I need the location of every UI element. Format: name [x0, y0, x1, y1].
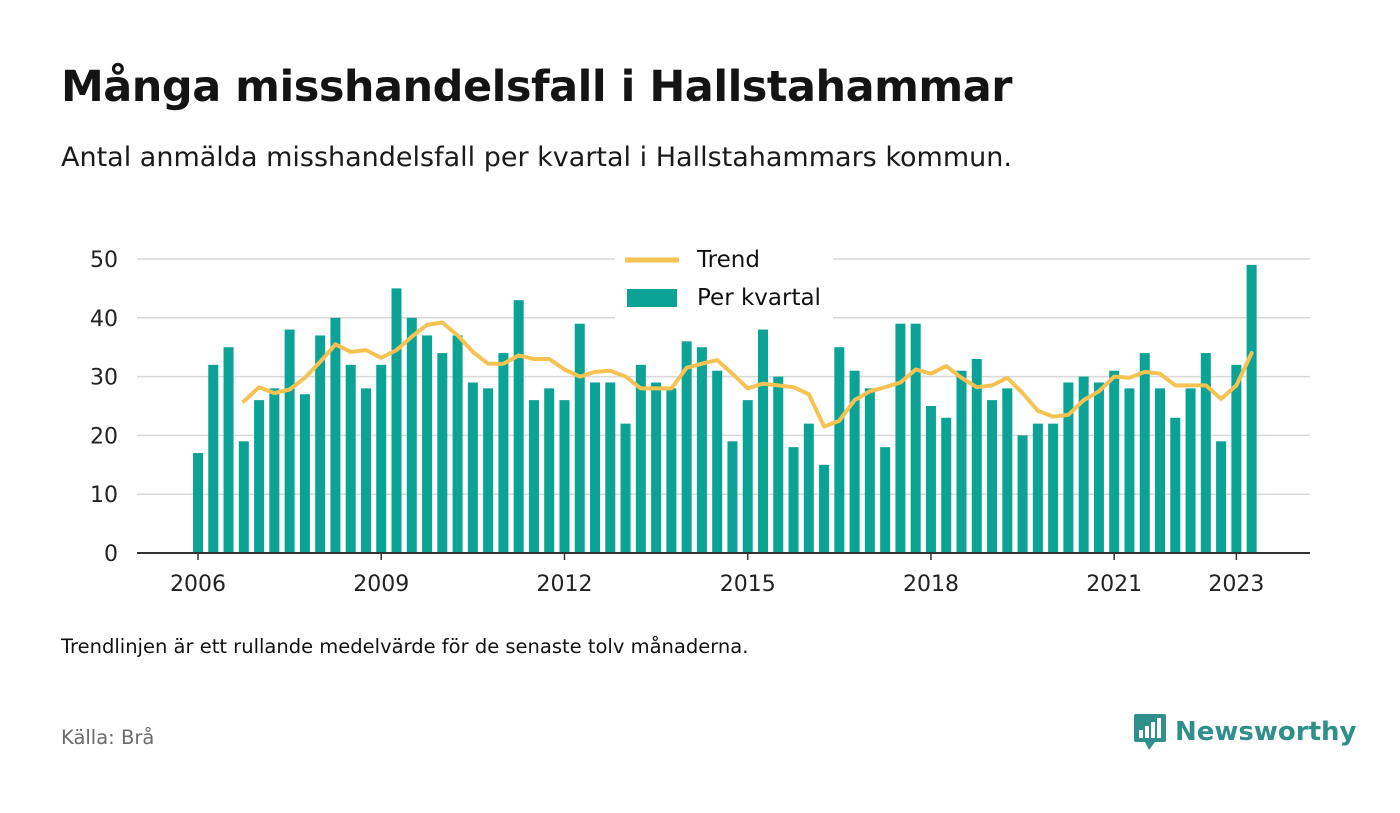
- bar: [1139, 353, 1150, 553]
- brand-name: Newsworthy: [1175, 717, 1357, 747]
- bar: [284, 329, 295, 553]
- bar: [254, 400, 265, 553]
- bar: [391, 288, 402, 553]
- bar: [1155, 388, 1166, 553]
- bar: [956, 370, 967, 553]
- bar: [605, 382, 616, 553]
- bar: [528, 400, 539, 553]
- y-tick-label: 10: [90, 483, 118, 508]
- bar: [880, 447, 891, 553]
- bar: [788, 447, 799, 553]
- bar: [1185, 388, 1196, 553]
- x-tick-label: 2015: [720, 572, 776, 597]
- chart-footnote: Trendlinjen är ett rullande medelvärde f…: [61, 635, 749, 658]
- bar: [895, 323, 906, 553]
- bar: [620, 423, 631, 553]
- bar: [864, 388, 875, 553]
- bar: [513, 300, 524, 553]
- bar: [651, 382, 662, 553]
- bar: [696, 347, 707, 553]
- bar: [681, 341, 692, 553]
- bar: [1200, 353, 1211, 553]
- bar: [437, 353, 448, 553]
- bar: [559, 400, 570, 553]
- bar: [635, 364, 646, 553]
- bar: [1231, 364, 1242, 553]
- bar: [1048, 423, 1059, 553]
- bar: [1109, 370, 1120, 553]
- bar: [712, 370, 723, 553]
- bar: [208, 364, 219, 553]
- chart-subtitle: Antal anmälda misshandelsfall per kvarta…: [61, 142, 1012, 173]
- bar: [299, 394, 310, 553]
- bar: [727, 441, 738, 553]
- y-tick-label: 30: [90, 366, 118, 391]
- bar: [452, 335, 463, 553]
- bar: [910, 323, 921, 553]
- y-tick-label: 0: [104, 542, 118, 567]
- x-tick-label: 2021: [1086, 572, 1142, 597]
- bar: [1170, 417, 1181, 553]
- bar: [803, 423, 814, 553]
- bar: [1002, 388, 1013, 553]
- y-tick-label: 50: [90, 248, 118, 273]
- bar-chart-speech-bubble-icon: [1134, 714, 1166, 750]
- x-tick-label: 2009: [353, 572, 409, 597]
- bar: [315, 335, 326, 553]
- bar: [498, 353, 509, 553]
- bar: [269, 388, 280, 553]
- bar: [544, 388, 555, 553]
- trend-series: [241, 320, 1254, 429]
- bar: [1078, 376, 1089, 553]
- x-tick-label: 2012: [536, 572, 592, 597]
- bar: [422, 335, 433, 553]
- y-tick-label: 40: [90, 307, 118, 332]
- bar: [376, 364, 387, 553]
- bar: [193, 453, 203, 553]
- x-tick-label: 2006: [170, 572, 226, 597]
- bar: [1093, 382, 1104, 553]
- bar: [330, 317, 341, 553]
- bar: [406, 317, 417, 553]
- bar: [666, 388, 677, 553]
- bar: [742, 400, 753, 553]
- bar: [941, 417, 952, 553]
- bar: [757, 329, 768, 553]
- chart-title: Många misshandelsfall i Hallstahammar: [61, 62, 1012, 112]
- bar: [773, 376, 784, 553]
- bar: [1032, 423, 1043, 553]
- bar: [987, 400, 998, 553]
- bar: [467, 382, 478, 553]
- source-label: Källa: Brå: [61, 726, 155, 749]
- legend-bar-label: Per kvartal: [697, 285, 821, 311]
- bar: [1246, 264, 1257, 553]
- y-tick-label: 20: [90, 424, 118, 449]
- bar: [483, 388, 494, 553]
- x-tick-label: 2018: [903, 572, 959, 597]
- legend-bar-swatch: [627, 289, 677, 307]
- bar: [223, 347, 234, 553]
- bar: [925, 406, 936, 553]
- axes: 0 10 20 30 40 50 2006 2009 2012 2015 2018 2021 2023: [90, 248, 1310, 597]
- x-tick-label: 2023: [1208, 572, 1264, 597]
- bar: [238, 441, 249, 553]
- bar: [1124, 388, 1135, 553]
- brand-logo[interactable]: Newsworthy: [1133, 712, 1356, 752]
- bar: [1017, 435, 1028, 553]
- bar: [574, 323, 585, 553]
- legend: Trend Per kvartal: [615, 240, 833, 320]
- bar: [1063, 382, 1074, 553]
- bar: [345, 364, 356, 553]
- trend-line: [241, 320, 1254, 429]
- bar: [360, 388, 371, 553]
- bar: [849, 370, 860, 553]
- bar-series: [193, 264, 1257, 553]
- bar: [819, 464, 830, 553]
- bar: [1216, 441, 1227, 553]
- bar: [590, 382, 601, 553]
- bar: [971, 358, 982, 553]
- bar: [834, 347, 845, 553]
- legend-trend-label: Trend: [696, 247, 760, 273]
